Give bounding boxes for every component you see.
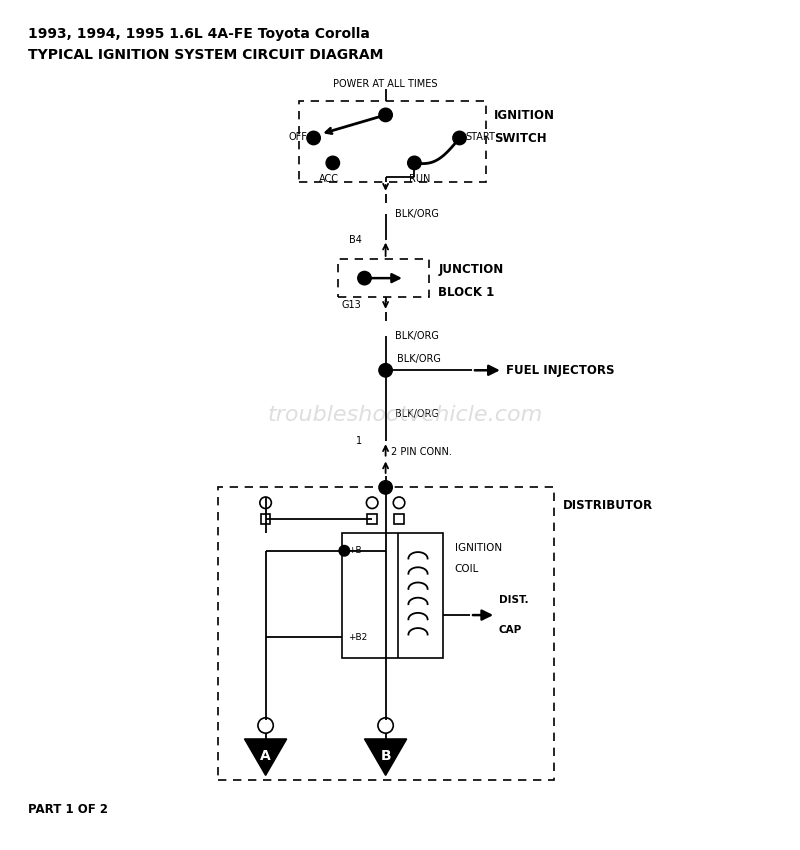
Text: BLOCK 1: BLOCK 1	[438, 286, 494, 299]
Text: B: B	[380, 750, 391, 763]
Bar	[299, 101, 486, 182]
Circle shape	[379, 108, 392, 122]
Text: 1993, 1994, 1995 1.6L 4A-FE Toyota Corolla: 1993, 1994, 1995 1.6L 4A-FE Toyota Corol…	[27, 26, 370, 41]
Text: A: A	[260, 750, 271, 763]
Text: +B: +B	[348, 547, 362, 555]
Circle shape	[358, 271, 371, 285]
Text: TYPICAL IGNITION SYSTEM CIRCUIT DIAGRAM: TYPICAL IGNITION SYSTEM CIRCUIT DIAGRAM	[27, 48, 383, 62]
Polygon shape	[365, 739, 406, 775]
Circle shape	[379, 364, 392, 377]
Text: OFF: OFF	[289, 132, 308, 142]
Text: ACC: ACC	[319, 174, 339, 184]
Polygon shape	[245, 739, 286, 775]
Text: JUNCTION: JUNCTION	[438, 263, 504, 275]
Bar	[342, 534, 443, 658]
Text: G13: G13	[342, 300, 362, 310]
Text: CAP: CAP	[499, 625, 522, 635]
Text: DIST.: DIST.	[499, 596, 529, 605]
Text: COIL: COIL	[454, 564, 479, 575]
Text: 1: 1	[355, 436, 362, 446]
Bar	[367, 514, 377, 524]
Text: BLK/ORG: BLK/ORG	[395, 209, 439, 218]
Text: PART 1 OF 2: PART 1 OF 2	[27, 802, 107, 816]
Text: IGNITION: IGNITION	[454, 543, 502, 553]
Text: DISTRIBUTOR: DISTRIBUTOR	[563, 499, 654, 512]
Circle shape	[408, 156, 421, 170]
Circle shape	[453, 131, 466, 145]
Text: IGNITION: IGNITION	[494, 109, 555, 122]
Text: troubleshootvehicle.com: troubleshootvehicle.com	[267, 405, 542, 425]
Circle shape	[326, 156, 339, 170]
Text: +B2: +B2	[348, 632, 367, 642]
Bar	[338, 259, 429, 298]
Text: SWITCH: SWITCH	[494, 133, 546, 145]
Text: 2 PIN CONN.: 2 PIN CONN.	[391, 447, 452, 457]
Text: FUEL INJECTORS: FUEL INJECTORS	[506, 364, 614, 377]
Text: BLK/ORG: BLK/ORG	[395, 409, 439, 419]
Text: BLK/ORG: BLK/ORG	[397, 354, 441, 364]
Text: START: START	[466, 132, 495, 142]
Text: B4: B4	[349, 235, 362, 245]
Circle shape	[379, 481, 392, 494]
Text: POWER AT ALL TIMES: POWER AT ALL TIMES	[334, 79, 438, 89]
Bar	[218, 487, 554, 780]
Circle shape	[339, 546, 350, 556]
Circle shape	[307, 131, 320, 145]
Bar	[394, 514, 404, 524]
Text: RUN: RUN	[410, 174, 431, 184]
Text: BLK/ORG: BLK/ORG	[395, 331, 439, 341]
Bar	[261, 514, 270, 524]
